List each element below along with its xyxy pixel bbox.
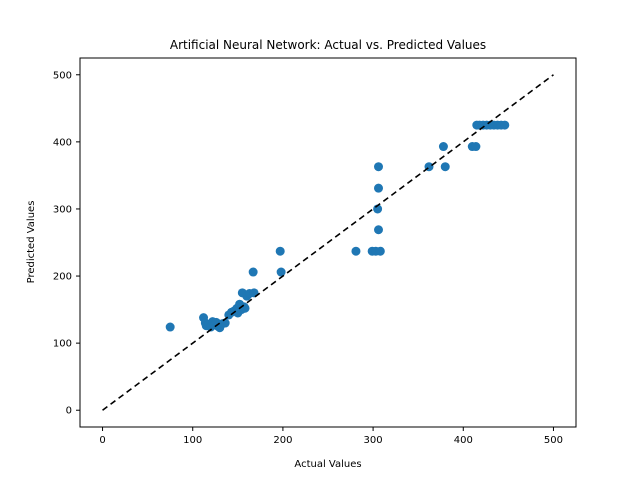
data-point [375, 246, 385, 256]
data-point [374, 225, 383, 235]
data-point [438, 142, 448, 152]
y-tick-label: 500 [53, 70, 72, 81]
x-tick-label: 100 [183, 435, 202, 446]
reference-line [102, 74, 554, 411]
x-tick-label: 300 [364, 435, 383, 446]
axes-frame [79, 57, 577, 428]
data-point [471, 142, 481, 152]
data-point [275, 246, 285, 256]
data-point [276, 267, 286, 277]
y-tick-label: 200 [53, 272, 72, 283]
y-tick-label: 400 [53, 137, 72, 148]
data-point [374, 162, 383, 172]
y-tick-label: 0 [66, 406, 72, 417]
data-point [440, 162, 450, 172]
y-tick-label: 100 [53, 339, 72, 350]
y-tick-label: 300 [53, 204, 72, 215]
y-axis-title: Predicted Values [26, 201, 37, 284]
x-tick-label: 200 [273, 435, 292, 446]
x-axis-title: Actual Values [294, 459, 361, 470]
plot-area [102, 74, 554, 411]
x-tick-label: 400 [454, 435, 473, 446]
data-point [240, 303, 250, 313]
data-point [374, 183, 383, 193]
chart-title: Artificial Neural Network: Actual vs. Pr… [170, 38, 486, 52]
data-point [351, 246, 361, 256]
data-point [248, 267, 258, 277]
data-point [220, 318, 230, 328]
x-tick-label: 500 [544, 435, 563, 446]
data-point [500, 120, 510, 130]
x-tick-label: 0 [99, 435, 105, 446]
data-point [165, 322, 175, 332]
